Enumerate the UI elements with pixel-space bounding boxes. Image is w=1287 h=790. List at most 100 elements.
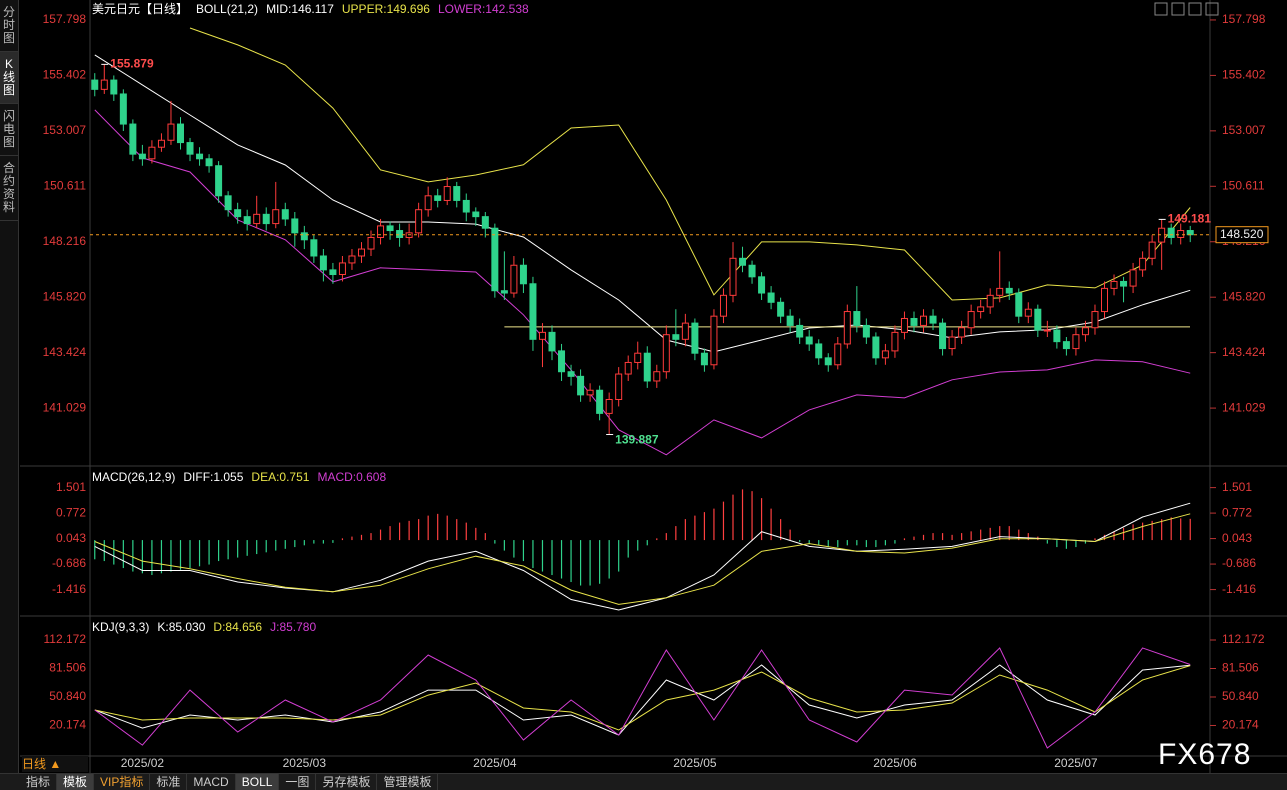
candle-body xyxy=(834,343,842,366)
candle-body xyxy=(186,142,194,155)
annotation-label: 155.879 xyxy=(110,57,154,71)
annotation-label: 139.887 xyxy=(615,433,659,447)
toolbar-button[interactable]: 模板 xyxy=(57,774,95,790)
candle-body xyxy=(777,301,785,317)
candle-body xyxy=(1005,287,1013,294)
legend-label: D:84.656 xyxy=(213,620,262,634)
candle-body xyxy=(862,324,870,338)
y-tick-label: 148.216 xyxy=(43,234,87,248)
y-tick-label: 150.611 xyxy=(44,178,87,192)
candle-body xyxy=(796,324,804,338)
candle-body xyxy=(577,375,585,396)
x-tick-label: 2025/06 xyxy=(873,756,917,770)
y-tick-label: -1.416 xyxy=(1222,582,1256,596)
candle-body xyxy=(1129,269,1137,287)
candle-body xyxy=(843,311,851,345)
toolbar-button[interactable]: MACD xyxy=(187,774,236,790)
candle-body xyxy=(900,317,908,333)
candle-body xyxy=(1062,341,1070,350)
candle-body xyxy=(148,146,156,160)
candle-body xyxy=(319,255,327,271)
candle-body xyxy=(529,283,537,340)
candle-body xyxy=(634,352,642,363)
toolbar-button[interactable]: VIP指标 xyxy=(94,774,151,790)
candle-body xyxy=(491,227,499,292)
candle-body xyxy=(977,306,985,313)
sidebar-tab[interactable]: K线图 xyxy=(0,52,18,104)
sidebar: 分时图 K线图 闪电图 合约资料 xyxy=(0,0,19,773)
period-label[interactable]: 日线 xyxy=(22,757,47,771)
y-tick-label: 153.007 xyxy=(43,123,87,137)
y-tick-label: 50.840 xyxy=(1222,689,1259,703)
legend-label: MACD:0.608 xyxy=(317,470,386,484)
candle-body xyxy=(929,315,937,324)
candle-body xyxy=(662,334,670,373)
boll-line xyxy=(94,109,1191,456)
sidebar-tab[interactable]: 合约资料 xyxy=(0,156,18,221)
candle-body xyxy=(281,209,289,220)
candle-body xyxy=(377,225,385,238)
y-tick-label: 143.424 xyxy=(43,345,87,359)
candle-body xyxy=(767,292,775,303)
toolbar-button[interactable]: 管理模板 xyxy=(377,774,439,790)
icon[interactable] xyxy=(1171,2,1185,16)
background xyxy=(0,0,1287,773)
window-icons[interactable] xyxy=(1154,2,1219,16)
candle-body xyxy=(119,93,127,125)
y-tick-label: 0.772 xyxy=(56,505,86,519)
y-tick-label: 81.506 xyxy=(1222,661,1259,675)
icon[interactable] xyxy=(1188,2,1202,16)
candle-body xyxy=(110,79,118,95)
candle-body xyxy=(881,350,889,359)
candle-body xyxy=(967,311,975,329)
candle-body xyxy=(196,153,204,160)
candle-body xyxy=(1053,329,1061,343)
candle-body xyxy=(538,331,546,340)
candle-body xyxy=(253,213,261,225)
sidebar-tab[interactable]: 分时图 xyxy=(0,0,18,52)
candle-body xyxy=(1148,241,1156,259)
candle-body xyxy=(758,276,766,294)
candle-body xyxy=(1186,230,1194,236)
candle-body xyxy=(338,262,346,276)
candle-body xyxy=(1120,280,1128,287)
candle-body xyxy=(1081,327,1089,336)
candle-body xyxy=(1110,280,1118,289)
candle-body xyxy=(348,255,356,264)
y-tick-label: 153.007 xyxy=(1222,123,1266,137)
toolbar-button[interactable]: 指标 xyxy=(20,774,58,790)
candle-body xyxy=(1177,230,1185,238)
toolbar-button[interactable]: 另存模板 xyxy=(316,774,378,790)
icon[interactable] xyxy=(1154,2,1168,16)
candle-body xyxy=(357,248,365,257)
candle-body xyxy=(719,294,727,317)
icon[interactable] xyxy=(1205,2,1219,16)
candle-body xyxy=(500,290,508,294)
candle-body xyxy=(157,139,165,148)
candle-body xyxy=(415,209,423,234)
x-tick-label: 2025/05 xyxy=(673,756,717,770)
candle-body xyxy=(243,216,251,225)
toolbar-button[interactable]: 一图 xyxy=(279,774,317,790)
y-tick-label: -0.686 xyxy=(1222,556,1256,570)
candle-body xyxy=(329,269,337,276)
candle-body xyxy=(138,153,146,160)
candle-body xyxy=(672,334,680,340)
sidebar-tab[interactable]: 闪电图 xyxy=(0,104,18,156)
candle-body xyxy=(1072,334,1080,350)
candle-body xyxy=(681,322,689,340)
period-button[interactable]: 日线 ▲ xyxy=(22,756,88,772)
candle-body xyxy=(558,350,566,373)
candle-body xyxy=(367,236,375,250)
candle-body xyxy=(872,336,880,359)
candle-body xyxy=(939,322,947,350)
toolbar-button[interactable]: 标准 xyxy=(150,774,188,790)
macd-line xyxy=(94,513,1191,605)
toolbar-button[interactable]: BOLL xyxy=(235,774,280,790)
y-tick-label: 0.772 xyxy=(1222,505,1252,519)
candle-body xyxy=(453,186,461,201)
watermark: FX678 xyxy=(1158,738,1252,771)
candle-body xyxy=(700,352,708,366)
candle-body xyxy=(996,287,1004,296)
candle-body xyxy=(853,311,861,326)
